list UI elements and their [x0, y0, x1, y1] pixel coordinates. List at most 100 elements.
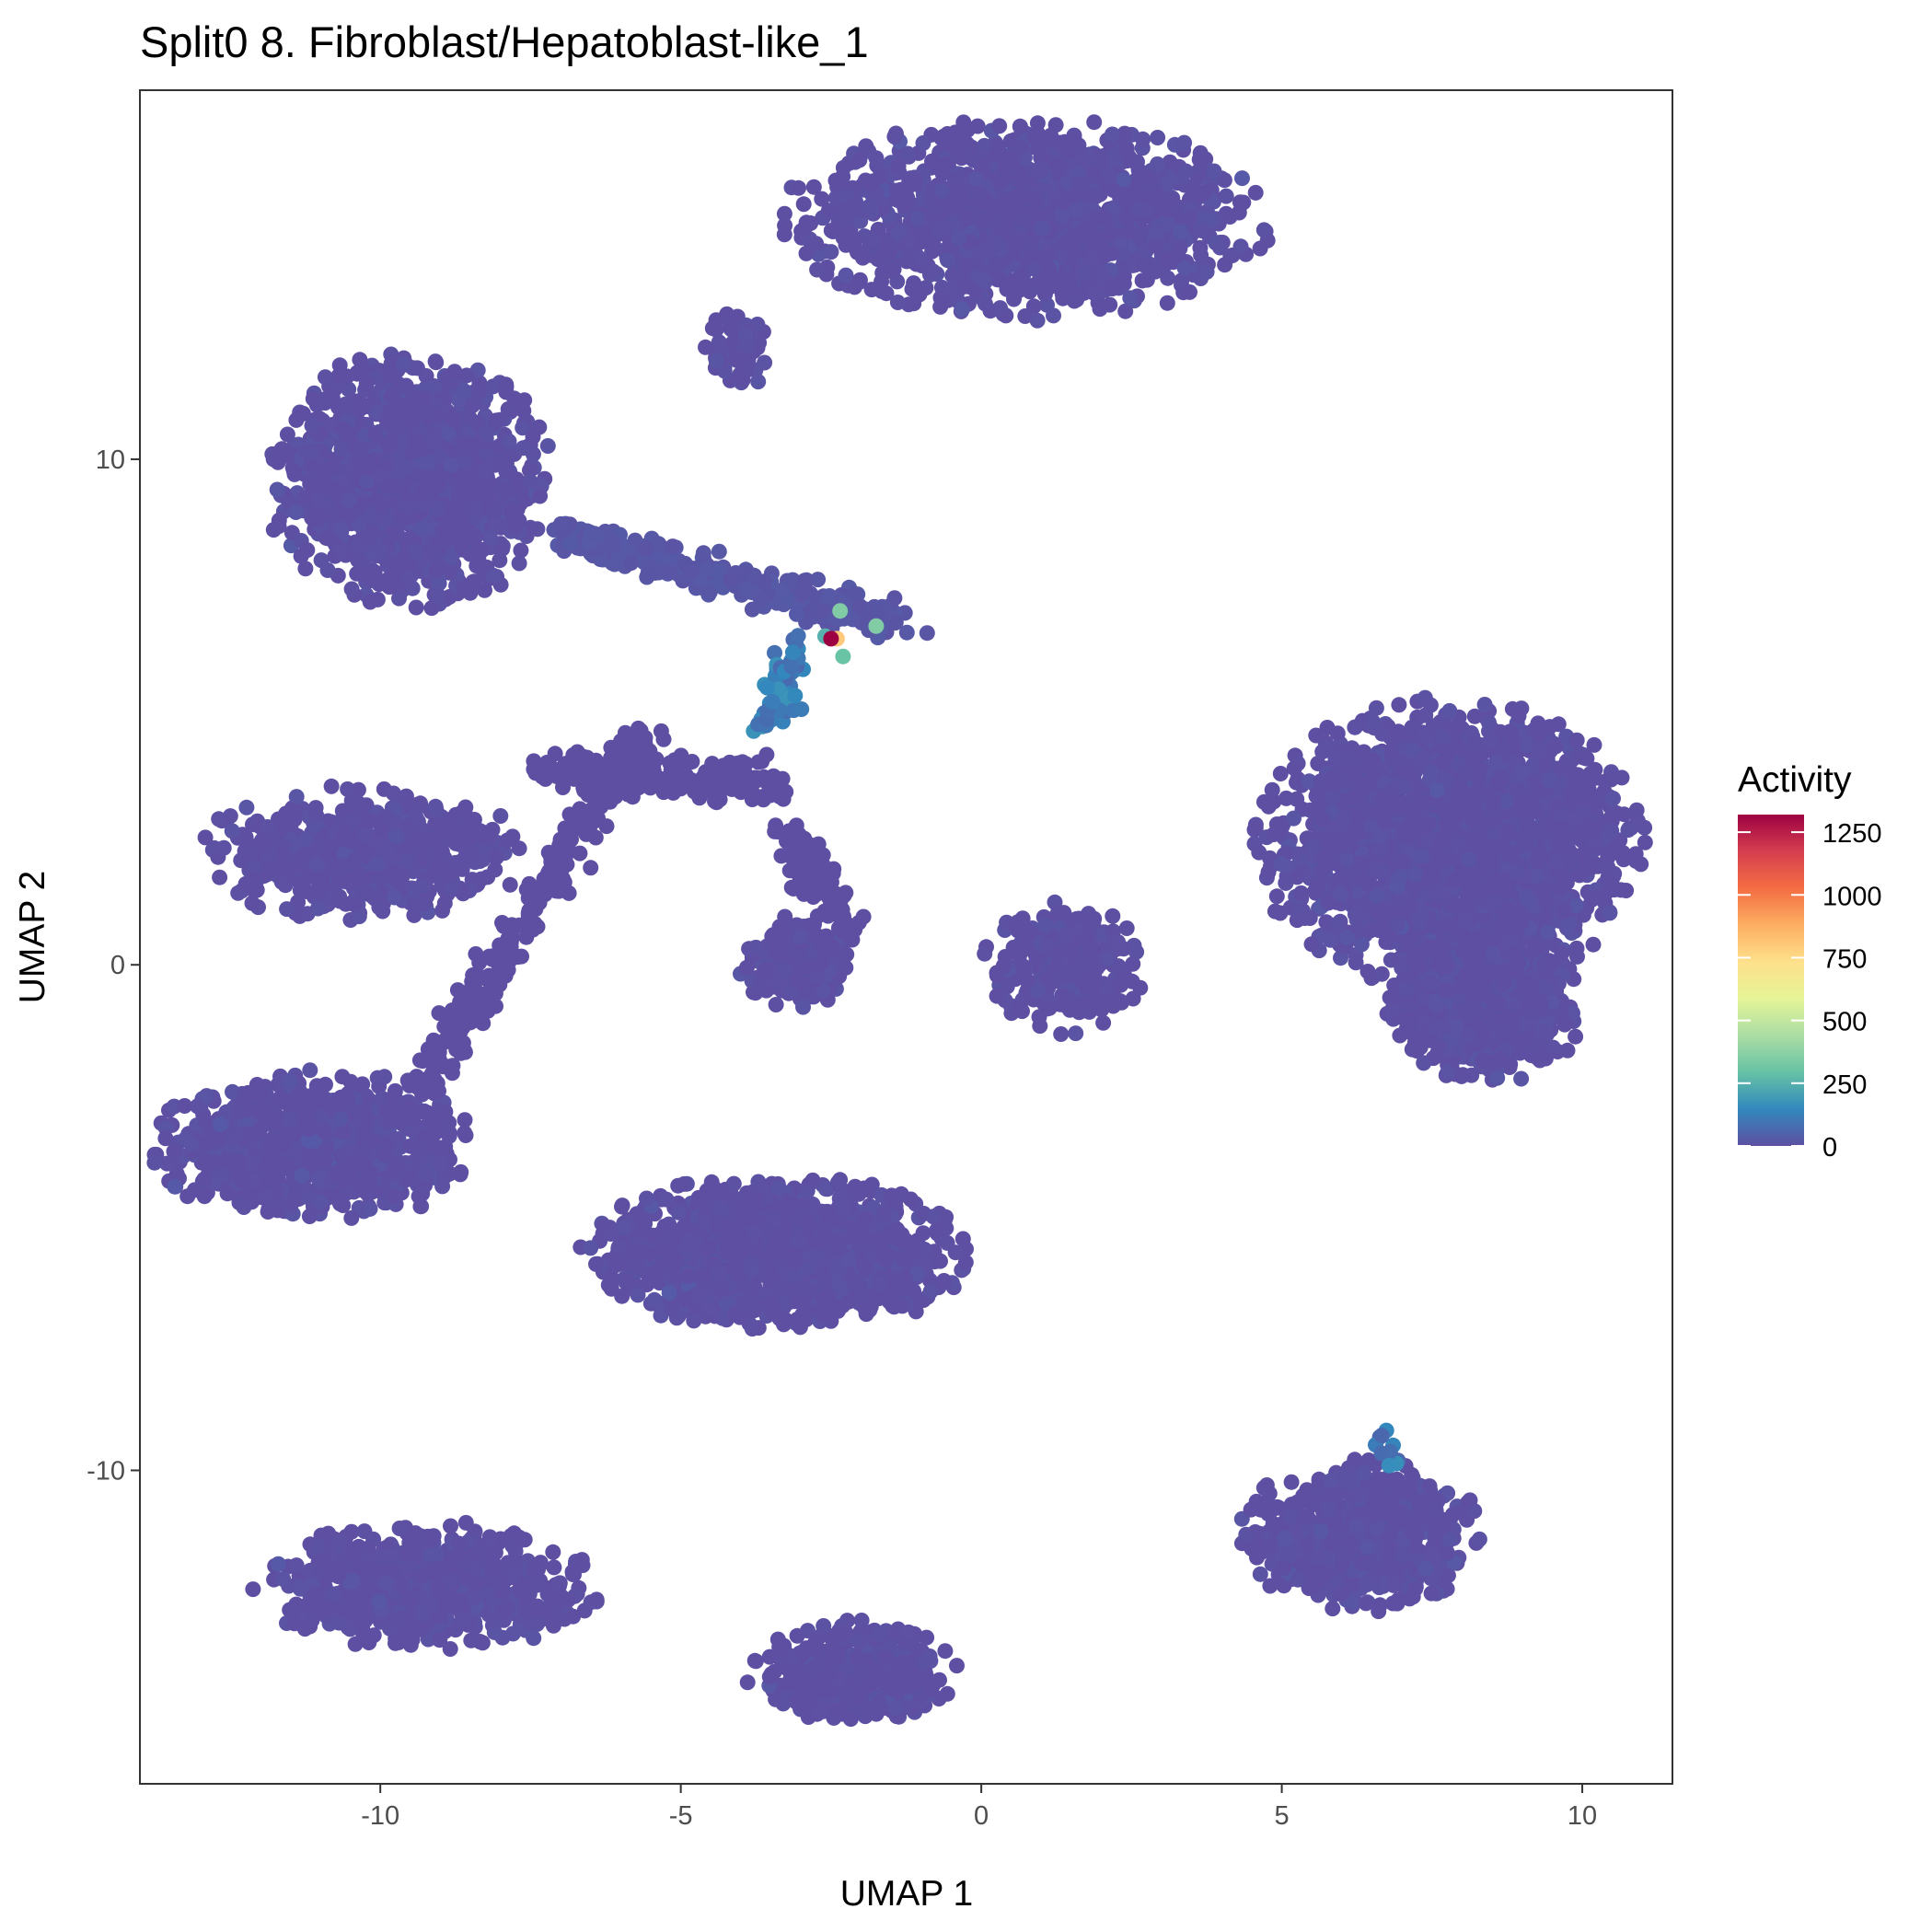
data-point [197, 1153, 214, 1170]
data-point [1101, 168, 1116, 184]
data-point [1071, 176, 1087, 191]
data-point [1116, 171, 1132, 188]
data-point [240, 1084, 257, 1101]
data-point [487, 415, 503, 432]
data-point [1032, 162, 1048, 179]
data-point [1198, 263, 1215, 280]
data-point [940, 252, 955, 269]
data-point [835, 229, 851, 246]
data-point [1093, 265, 1110, 282]
data-point [260, 1159, 277, 1175]
data-point [539, 438, 556, 454]
data-point [215, 839, 232, 856]
data-point [889, 295, 906, 310]
data-point [991, 118, 1008, 134]
data-point [522, 473, 538, 490]
data-point [353, 1154, 369, 1171]
data-point [332, 521, 349, 537]
data-point [1086, 114, 1103, 131]
data-point [457, 383, 473, 399]
data-point [437, 1104, 454, 1120]
data-point [866, 231, 883, 248]
data-point [991, 174, 1008, 191]
data-point [349, 565, 365, 582]
data-point [485, 567, 502, 584]
data-point [338, 896, 354, 912]
data-point [330, 1192, 347, 1209]
data-point [302, 1062, 318, 1079]
data-point [146, 1154, 163, 1171]
data-point [860, 200, 876, 216]
data-point [1252, 240, 1268, 257]
data-point [882, 262, 898, 279]
data-point [814, 191, 830, 207]
data-point [196, 1171, 213, 1187]
data-point [1016, 211, 1033, 227]
data-point [304, 418, 320, 434]
data-point [389, 1156, 406, 1173]
data-point [933, 182, 950, 199]
data-point [1196, 185, 1212, 202]
data-point [1088, 188, 1105, 204]
data-point [1194, 223, 1210, 239]
data-point [343, 581, 360, 597]
data-point [452, 1166, 469, 1183]
data-point [732, 366, 748, 383]
data-point [795, 196, 812, 213]
data-point [476, 481, 492, 498]
data-point [954, 132, 971, 148]
data-point [494, 540, 511, 557]
data-point [452, 503, 469, 520]
data-point [297, 561, 314, 577]
data-point [430, 587, 446, 604]
data-point [294, 1167, 310, 1184]
data-point [457, 487, 474, 503]
data-point [991, 145, 1008, 161]
data-point [212, 1116, 228, 1133]
data-point [214, 1167, 230, 1184]
data-point [1077, 221, 1093, 237]
data-point [330, 367, 347, 384]
data-point [428, 801, 445, 817]
data-point [420, 404, 436, 421]
data-point [1255, 222, 1272, 238]
data-point [395, 355, 411, 372]
data-point [335, 1124, 352, 1140]
data-point [443, 457, 459, 473]
data-point [276, 815, 293, 831]
data-point [915, 135, 931, 151]
data-point [1006, 272, 1023, 289]
data-point [950, 197, 966, 214]
data-point [823, 244, 839, 260]
data-point [366, 564, 383, 581]
data-point [335, 831, 352, 848]
data-point [808, 236, 825, 252]
data-point [318, 1076, 333, 1093]
data-point [909, 210, 926, 226]
data-point [1182, 283, 1197, 300]
data-point [803, 215, 819, 231]
data-point [1149, 262, 1165, 279]
data-point [444, 880, 460, 897]
data-point [372, 870, 388, 886]
data-point [428, 562, 445, 579]
data-point [950, 229, 966, 246]
data-point [997, 159, 1013, 176]
data-point [1102, 296, 1118, 313]
data-point [1105, 126, 1120, 143]
data-point [851, 152, 868, 168]
data-point [413, 485, 430, 502]
data-point [744, 1321, 760, 1337]
data-point [319, 562, 336, 578]
data-point [307, 800, 324, 816]
data-point [457, 805, 473, 821]
data-point [975, 214, 991, 230]
data-point [881, 245, 897, 261]
data-point [1232, 238, 1249, 255]
data-point [277, 447, 294, 464]
data-point [906, 275, 922, 292]
data-point [212, 869, 228, 885]
data-point [1135, 131, 1151, 147]
data-point [402, 1138, 419, 1154]
data-point [858, 138, 874, 155]
